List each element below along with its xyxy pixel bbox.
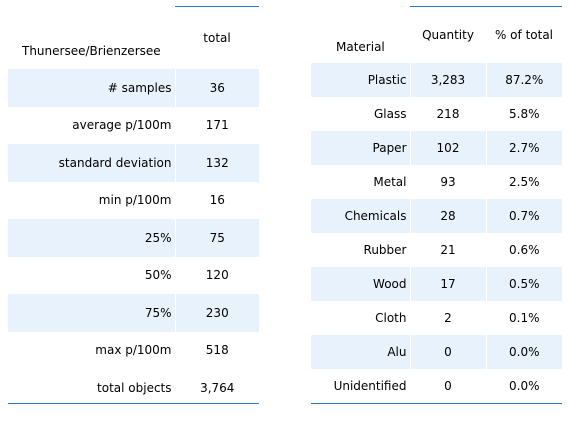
material-name: Chemicals: [311, 199, 410, 233]
material-header-material: Material: [336, 40, 385, 54]
material-row: Unidentified 0 0.0%: [311, 369, 562, 403]
material-percent: 0.0%: [485, 369, 562, 403]
material-percent: 0.7%: [485, 199, 562, 233]
material-percent: 87.2%: [485, 63, 562, 97]
summary-row-value: 230: [174, 294, 259, 332]
material-row: Metal 93 2.5%: [311, 165, 562, 199]
material-table-bottom-rule: [311, 403, 562, 404]
summary-row-value: 120: [174, 256, 259, 294]
summary-row: max p/100m 518: [8, 331, 259, 369]
material-name: Metal: [373, 175, 407, 189]
summary-row: 75% 230: [8, 294, 259, 332]
material-name: Glass: [374, 107, 407, 121]
summary-header-label: Thunersee/Brienzersee: [22, 44, 161, 58]
material-percent: 2.7%: [485, 131, 562, 165]
summary-row-label: # samples: [8, 69, 175, 107]
summary-row-label: min p/100m: [98, 193, 172, 208]
summary-row-label: standard deviation: [8, 144, 175, 182]
material-quantity: 93: [409, 165, 486, 199]
summary-row-label: max p/100m: [95, 343, 172, 358]
summary-header-total: total: [203, 31, 231, 45]
material-quantity: 218: [409, 97, 486, 131]
material-quantity: 17: [409, 267, 486, 301]
material-quantity: 0: [409, 369, 486, 403]
summary-row-label: 75%: [8, 294, 175, 332]
material-name: Alu: [311, 335, 410, 369]
summary-row-label: total objects: [97, 380, 172, 395]
material-name: Rubber: [363, 243, 407, 257]
summary-table: # samples 36 average p/100m 171 standard…: [8, 69, 259, 407]
material-quantity: 3,283: [409, 63, 486, 97]
summary-row-value: 16: [174, 181, 259, 219]
material-percent: 0.1%: [485, 301, 562, 335]
material-name: Wood: [311, 267, 410, 301]
summary-row-label: average p/100m: [72, 118, 172, 133]
summary-row-value: 75: [174, 219, 259, 257]
material-quantity: 28: [409, 199, 486, 233]
material-quantity: 0: [409, 335, 486, 369]
summary-row-value: 3,764: [174, 369, 259, 407]
material-name: Plastic: [311, 63, 410, 97]
summary-row: # samples 36: [8, 69, 259, 107]
material-quantity: 2: [409, 301, 486, 335]
material-name: Paper: [311, 131, 410, 165]
summary-row-label: 25%: [8, 219, 175, 257]
material-name: Cloth: [375, 311, 407, 325]
summary-table-top-rule: [175, 6, 259, 7]
summary-row: average p/100m 171: [8, 106, 259, 144]
material-row: Chemicals 28 0.7%: [311, 199, 562, 233]
material-row: Rubber 21 0.6%: [311, 233, 562, 267]
material-row: Alu 0 0.0%: [311, 335, 562, 369]
material-percent: 0.0%: [485, 335, 562, 369]
summary-row: 25% 75: [8, 219, 259, 257]
material-quantity: 21: [409, 233, 486, 267]
material-percent: 0.5%: [485, 267, 562, 301]
summary-row: total objects 3,764: [8, 369, 259, 407]
material-table-top-rule: [410, 6, 562, 7]
material-header-percent: % of total: [494, 28, 554, 42]
material-row: Cloth 2 0.1%: [311, 301, 562, 335]
material-row: Plastic 3,283 87.2%: [311, 63, 562, 97]
summary-row: 50% 120: [8, 256, 259, 294]
summary-row-value: 132: [174, 144, 259, 182]
material-header-quantity: Quantity: [422, 28, 474, 42]
summary-row-value: 171: [174, 106, 259, 144]
summary-row: standard deviation 132: [8, 144, 259, 182]
material-percent: 2.5%: [485, 165, 562, 199]
material-row: Paper 102 2.7%: [311, 131, 562, 165]
summary-table-bottom-rule: [8, 403, 259, 404]
summary-row: min p/100m 16: [8, 181, 259, 219]
summary-row-value: 518: [174, 331, 259, 369]
material-row: Wood 17 0.5%: [311, 267, 562, 301]
material-row: Glass 218 5.8%: [311, 97, 562, 131]
material-percent: 5.8%: [485, 97, 562, 131]
material-table: Plastic 3,283 87.2% Glass 218 5.8% Paper…: [311, 63, 562, 403]
summary-row-value: 36: [174, 69, 259, 107]
material-quantity: 102: [409, 131, 486, 165]
material-percent: 0.6%: [485, 233, 562, 267]
material-name: Unidentified: [333, 379, 407, 393]
summary-row-label: 50%: [144, 268, 172, 283]
